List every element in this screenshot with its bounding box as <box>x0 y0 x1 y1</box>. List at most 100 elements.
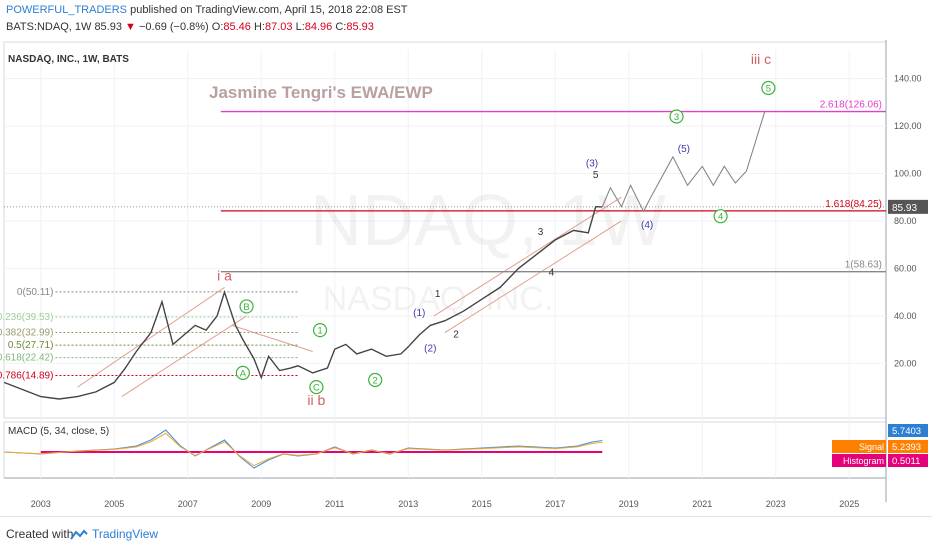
macd-value-label: 5.2393 <box>892 442 921 453</box>
y-tick-label: 100.00 <box>894 168 922 178</box>
high-label: H: <box>253 21 265 33</box>
price-tag-label: 85.93 <box>892 203 917 214</box>
x-tick-label: 2003 <box>31 499 51 509</box>
macd-title: MACD (5, 34, close, 5) <box>8 426 109 437</box>
wave-label: 5 <box>593 170 599 181</box>
fib-level-label: 0.382(32.99) <box>0 328 53 339</box>
wave-label: 4 <box>549 268 555 279</box>
high-value: 87.03 <box>264 21 293 33</box>
y-tick-label: 120.00 <box>894 121 922 131</box>
footer: Created with TradingView <box>0 516 932 551</box>
change-value: −0.69 (−0.8%) <box>138 21 209 33</box>
wave-marker-circle <box>669 109 684 124</box>
fib-level-label: 0.618(22.42) <box>0 353 53 364</box>
wave-marker-label: 1 <box>317 326 322 337</box>
wave-marker-label: 3 <box>674 112 679 123</box>
x-tick-label: 2023 <box>766 499 786 509</box>
wave-label: ii b <box>307 392 325 408</box>
last-price: 85.93 <box>94 21 122 33</box>
down-arrow-icon: ▼ <box>125 21 136 33</box>
close-label: C: <box>335 21 347 33</box>
watermark-name: NASDAQ, INC. <box>323 280 553 318</box>
wave-marker-circle <box>239 299 254 314</box>
ohlc-line: BATS:NDAQ, 1W 85.93 ▼ −0.69 (−0.8%) O: 85… <box>6 21 374 33</box>
wave-marker-circle <box>312 323 328 338</box>
symbol-label: BATS:NDAQ, 1W <box>6 21 92 33</box>
wave-label: (1) <box>413 308 425 319</box>
extension-label: 1(58.63) <box>845 260 882 271</box>
fib-level-label: 0(50.11) <box>17 287 54 298</box>
y-tick-label: 80.00 <box>894 216 917 226</box>
wave-marker-circle <box>368 372 383 388</box>
x-tick-label: 2015 <box>472 499 492 509</box>
published-text: published on TradingView.com, April 15, … <box>130 4 408 16</box>
wave-marker-label: C <box>313 383 320 394</box>
x-tick-label: 2017 <box>545 499 565 509</box>
x-tick-label: 2005 <box>104 499 124 509</box>
wave-label: (3) <box>586 158 598 169</box>
wave-label: i a <box>217 267 232 283</box>
wave-marker-circle <box>309 380 324 395</box>
macd-legend-label: Signal <box>859 442 884 452</box>
wave-marker-label: 2 <box>373 376 378 387</box>
y-tick-label: 20.00 <box>894 358 917 368</box>
fib-level-label: 0.5(27.71) <box>8 340 54 351</box>
signal-line <box>3 432 603 467</box>
x-tick-label: 2009 <box>251 499 271 509</box>
trend-channel-line <box>433 196 622 317</box>
macd-value-tag <box>888 440 928 453</box>
tradingview-brand-link[interactable]: TradingView <box>92 527 159 541</box>
low-label: L: <box>295 21 305 33</box>
x-tick-label: 2021 <box>692 499 712 509</box>
price-tag <box>888 199 928 214</box>
wave-label: (4) <box>641 220 653 231</box>
extension-label: 1.618(84.25) <box>825 199 882 210</box>
trend-channel-line <box>231 324 313 352</box>
macd-value-label: 0.5011 <box>892 456 920 467</box>
publisher-link[interactable]: POWERFUL_TRADERS <box>6 4 128 16</box>
macd-value-label: 5.7403 <box>892 426 921 437</box>
wave-marker-label: B <box>243 302 249 313</box>
close-value: 85.93 <box>346 21 374 33</box>
fib-level-label: 0.786(14.89) <box>0 371 53 382</box>
wave-marker-label: A <box>240 368 247 379</box>
chart-subtitle: Jasmine Tengri's EWA/EWP <box>209 83 433 102</box>
x-tick-label: 2025 <box>839 499 859 509</box>
created-with-text: Created with <box>6 527 74 541</box>
extension-label: 2.618(126.06) <box>820 100 882 111</box>
x-tick-label: 2011 <box>325 499 344 509</box>
tradingview-logo-icon <box>70 529 88 540</box>
wave-label: 3 <box>538 227 544 238</box>
macd-legend-label: Histogram <box>843 456 884 466</box>
trend-channel-line <box>444 220 622 333</box>
wave-marker-label: 5 <box>766 83 771 94</box>
trend-channel-line <box>121 315 247 398</box>
x-tick-label: 2013 <box>398 499 418 509</box>
wave-marker-circle <box>761 80 776 96</box>
publish-line: POWERFUL_TRADERS published on TradingVie… <box>6 4 408 16</box>
y-tick-label: 60.00 <box>894 263 917 273</box>
wave-label: (5) <box>678 144 690 155</box>
wave-marker-circle <box>235 365 250 380</box>
fib-level-label: 0.236(39.53) <box>0 312 53 323</box>
low-value: 84.96 <box>304 21 333 33</box>
chart-canvas[interactable]: NDAQ, 1W NASDAQ, INC. MACD (5, 34, close,… <box>0 40 932 516</box>
pane-title: NASDAQ, INC., 1W, BATS <box>8 54 129 65</box>
wave-label: 2 <box>453 329 459 340</box>
watermark-symbol: NDAQ, 1W <box>310 181 666 261</box>
macd-legend-tag <box>832 440 886 453</box>
wave-marker-label: 4 <box>718 212 723 223</box>
wave-projection-line <box>601 111 766 213</box>
wave-label: (2) <box>424 344 436 355</box>
macd-legend-tag <box>832 454 886 467</box>
macd-value-tag <box>888 454 928 467</box>
x-tick-label: 2019 <box>619 499 639 509</box>
price-series-line <box>3 205 603 400</box>
open-label: O: <box>211 21 224 33</box>
trend-channel-line <box>77 287 225 388</box>
wave-label: 1 <box>435 289 441 300</box>
wave-label: iii c <box>751 51 771 67</box>
wave-marker-circle <box>713 209 728 224</box>
main-pane <box>3 41 887 419</box>
macd-value-tag <box>888 424 928 437</box>
